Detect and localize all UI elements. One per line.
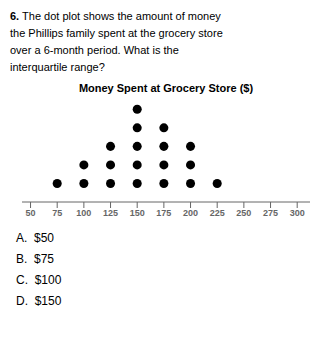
html-text:A. $50: A. $50 bbox=[16, 231, 54, 245]
html-text:B. $75: B. $75 bbox=[16, 252, 54, 266]
svg-text:175: 175 bbox=[156, 208, 171, 218]
svg-text:50: 50 bbox=[26, 208, 36, 218]
html-text:Money Spent at Grocery Store (: Money Spent at Grocery Store ($) bbox=[78, 82, 254, 94]
svg-text:225: 225 bbox=[210, 208, 225, 218]
svg-text:100: 100 bbox=[76, 208, 91, 218]
html-text:the Phillips family spent at t: the Phillips family spent at the grocery… bbox=[10, 27, 223, 39]
svg-text:300: 300 bbox=[290, 208, 305, 218]
html-text:over a 6-month period. What is: over a 6-month period. What is the bbox=[10, 44, 179, 56]
html-text:6. The dot plot shows the amou: 6. The dot plot shows the amount of mone… bbox=[10, 10, 221, 22]
svg-text:125: 125 bbox=[103, 208, 118, 218]
svg-text:75: 75 bbox=[52, 208, 62, 218]
svg-text:150: 150 bbox=[130, 208, 145, 218]
svg-text:275: 275 bbox=[263, 208, 278, 218]
html-text:C. $100: C. $100 bbox=[16, 273, 62, 287]
svg-text:200: 200 bbox=[183, 208, 198, 218]
svg-text:250: 250 bbox=[236, 208, 251, 218]
html-text:D. $150: D. $150 bbox=[16, 294, 62, 308]
html-text:interquartile range?: interquartile range? bbox=[10, 61, 105, 73]
